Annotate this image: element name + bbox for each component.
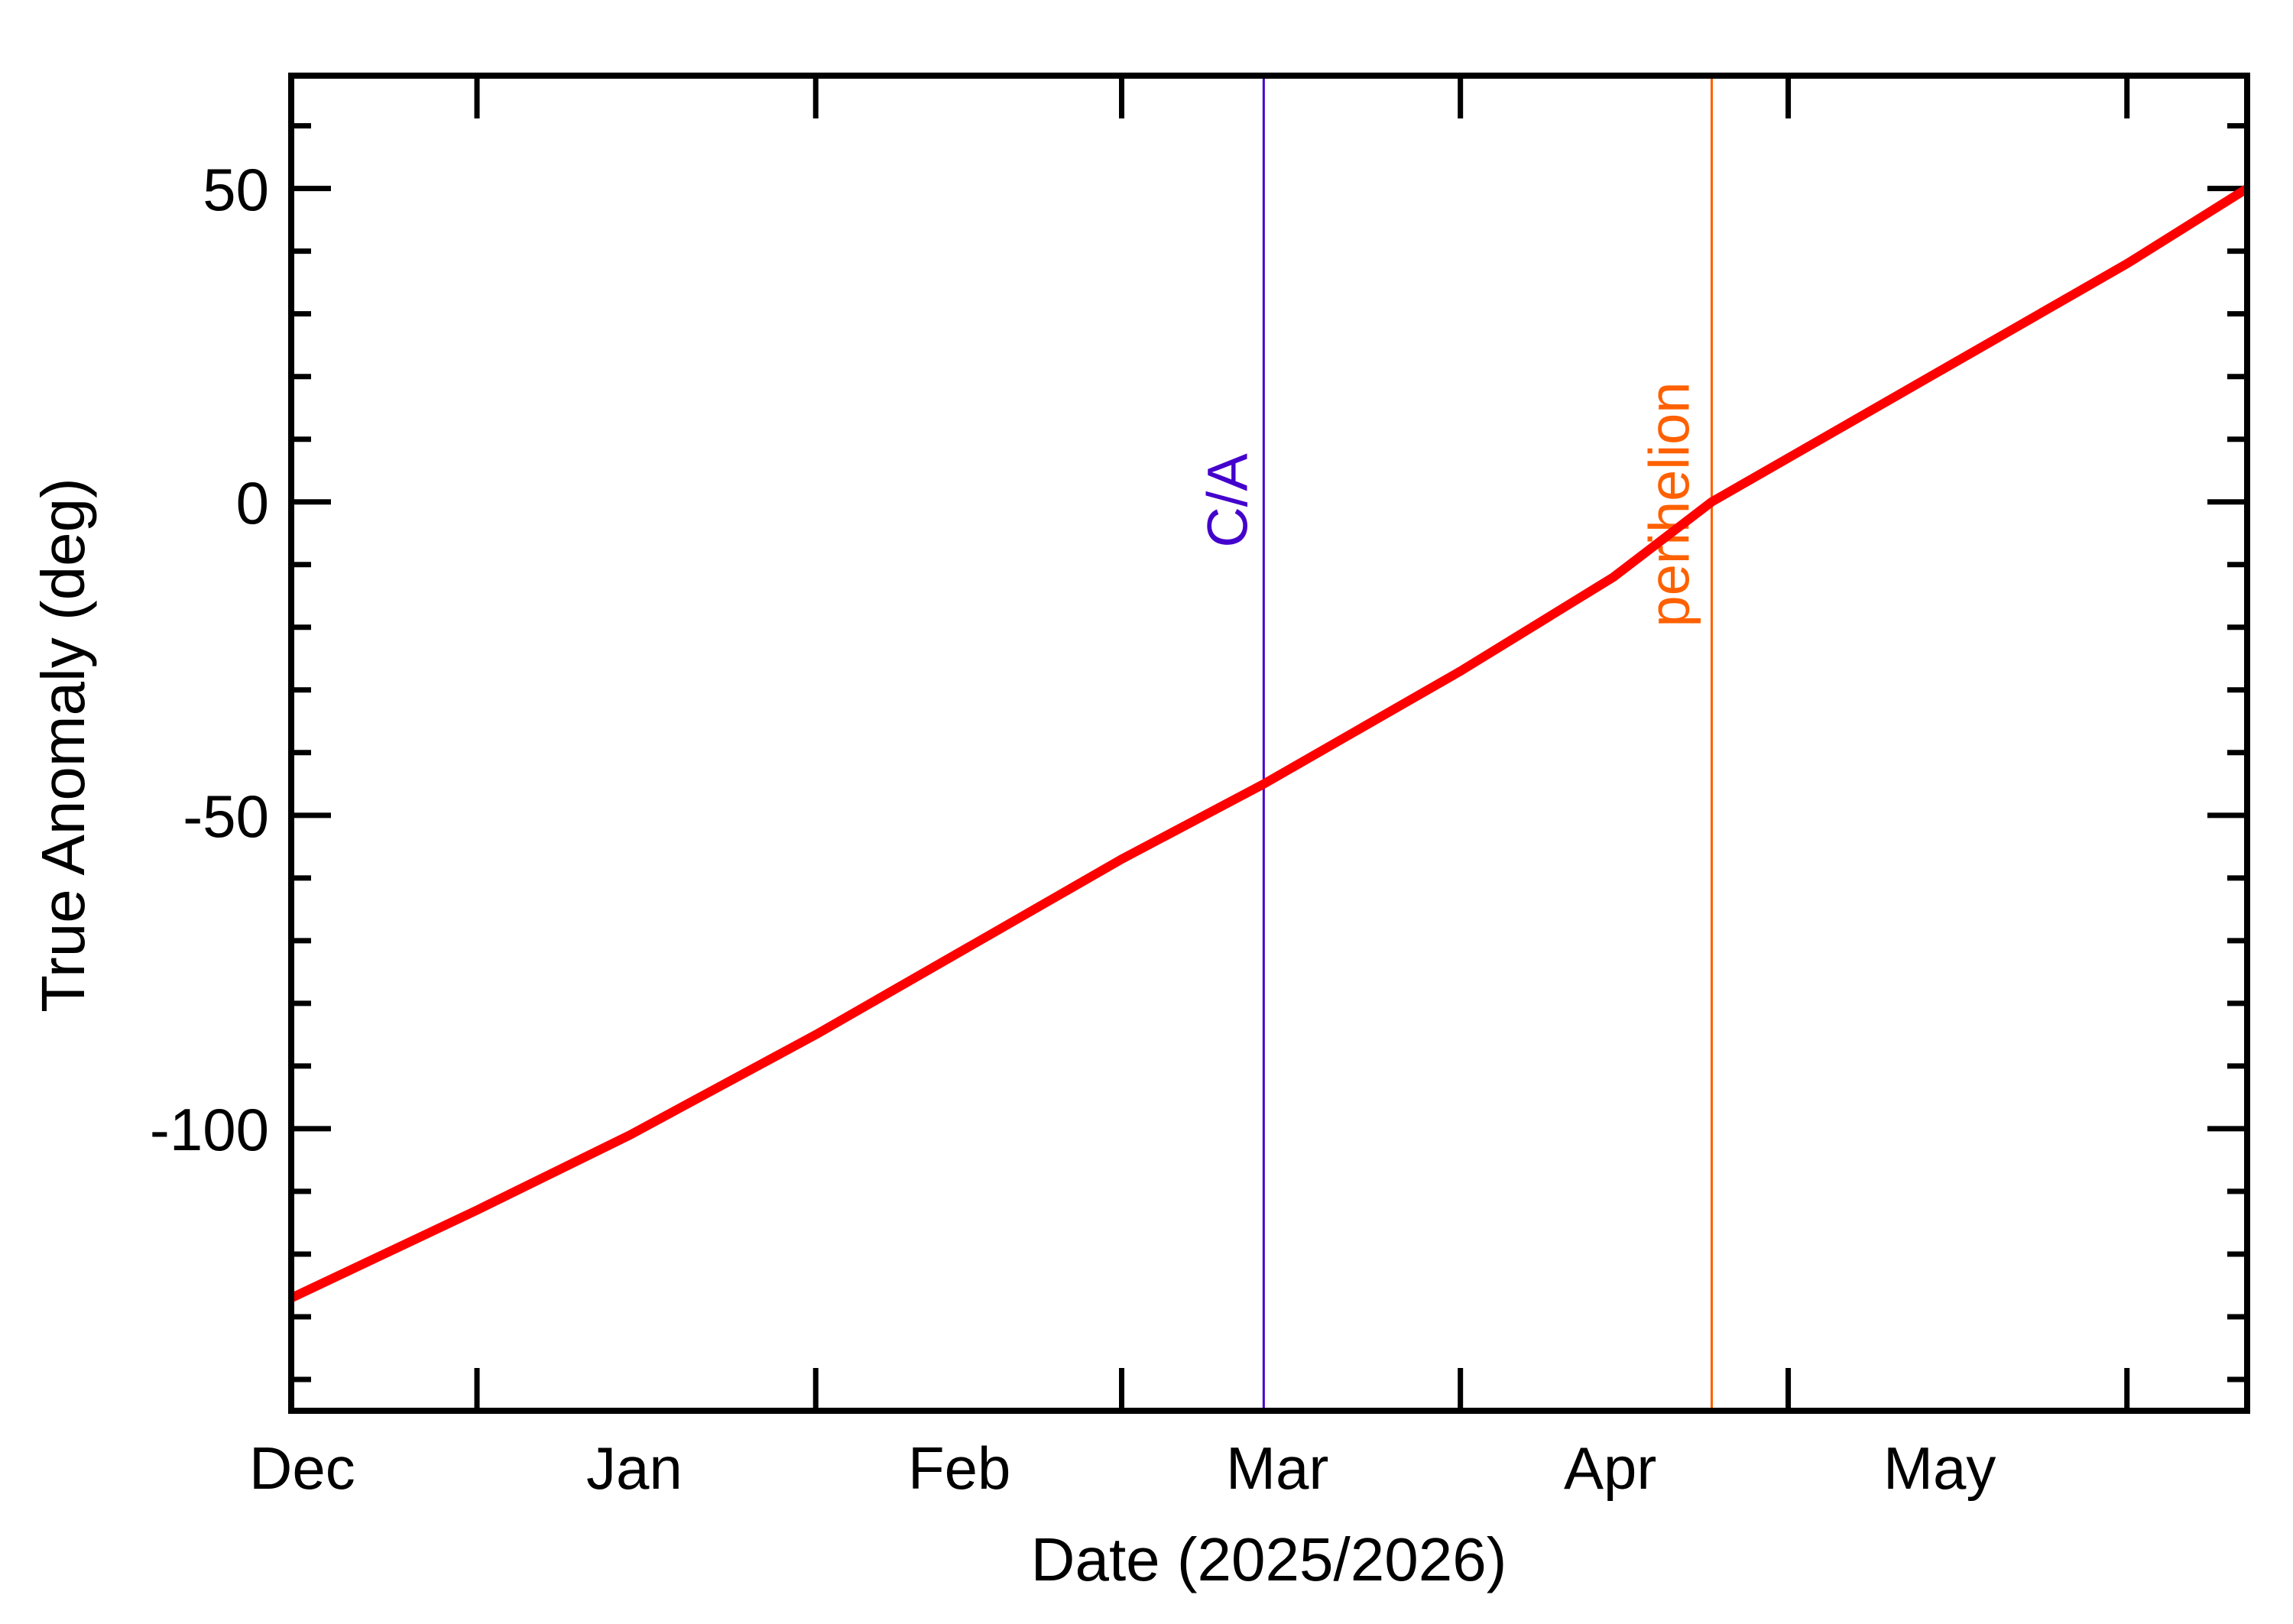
closest-approach-label: C/A (1195, 453, 1259, 548)
y-tick-label: -100 (150, 1096, 269, 1163)
y-tick-labels: 50 0 -50 -100 (150, 156, 269, 1163)
x-tick-label: Jan (586, 1434, 683, 1502)
y-tick-label: -50 (183, 783, 269, 850)
x-tick-label: May (1883, 1434, 1996, 1502)
y-axis-title: True Anomaly (deg) (29, 478, 97, 1013)
y-tick-label: 50 (203, 156, 269, 223)
y-tick-label: 0 (236, 469, 269, 536)
x-tick-labels: Dec Jan Feb Mar Apr May (249, 1434, 1996, 1502)
plot-frame (288, 73, 2250, 1414)
x-tick-label: Mar (1226, 1434, 1328, 1502)
x-tick-label: Dec (249, 1434, 355, 1502)
x-axis-title: Date (2025/2026) (1031, 1525, 1507, 1593)
y-minor-ticks (291, 123, 2247, 1383)
x-ticks (474, 76, 2130, 1411)
true-anomaly-curve (289, 184, 2250, 1302)
x-tick-label: Apr (1564, 1434, 1656, 1502)
x-tick-label: Feb (908, 1434, 1010, 1502)
y-major-ticks (291, 186, 2247, 1132)
perihelion-label: perihelion (1637, 382, 1701, 627)
